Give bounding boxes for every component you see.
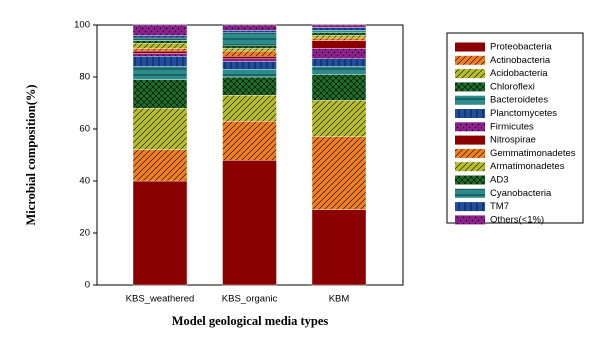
legend-label: Acidobacteria xyxy=(490,68,548,79)
bar-segment xyxy=(311,27,367,31)
bar-segment xyxy=(311,40,367,49)
bar-segment xyxy=(222,24,277,31)
bar-segment xyxy=(222,58,277,62)
bar-segment xyxy=(222,68,277,78)
bar-segment xyxy=(311,136,367,210)
bar-segment xyxy=(311,74,367,101)
legend-swatch xyxy=(455,42,485,52)
bar-segment xyxy=(311,209,367,286)
bar-segment xyxy=(222,50,277,57)
x-tick-label: KBS_organic xyxy=(222,294,278,305)
bar-segment xyxy=(311,48,367,60)
y-tick-label: 60 xyxy=(79,124,90,135)
legend-swatch xyxy=(455,188,485,198)
bar-segment xyxy=(222,76,277,96)
legend-label: Nitrospirae xyxy=(490,135,536,146)
legend-label: Gemmatimonadetes xyxy=(490,148,576,159)
legend-swatch xyxy=(455,215,485,225)
legend-swatch xyxy=(455,175,485,185)
y-tick-label: 100 xyxy=(74,20,90,31)
x-axis-label: Model geological media types xyxy=(172,314,329,328)
bar-segment xyxy=(132,40,188,44)
legend-swatch xyxy=(455,122,485,132)
y-tick-label: 80 xyxy=(79,72,90,83)
legend-label: Firmicutes xyxy=(490,121,534,132)
bar-segment xyxy=(311,66,367,75)
y-axis-label: Microbial composition(%) xyxy=(24,84,38,225)
bar-segment xyxy=(132,180,188,286)
legend-label: Bacteroidetes xyxy=(490,95,548,106)
legend-label: Cyanobacteria xyxy=(490,188,552,199)
legend-swatch xyxy=(455,55,485,65)
x-tick-label: KBS_weathered xyxy=(126,294,195,305)
bar-segment xyxy=(311,100,367,138)
legend-label: Armatimonadetes xyxy=(490,161,565,172)
legend-label: Planctomycetes xyxy=(490,108,557,119)
bar-segment xyxy=(132,79,188,109)
legend-swatch xyxy=(455,135,485,145)
bar-segment xyxy=(132,53,188,57)
legend-label: Chloroflexi xyxy=(490,81,535,92)
bar-segment xyxy=(222,45,277,49)
bar-segment xyxy=(311,30,367,34)
legend-label: Proteobacteria xyxy=(490,42,553,53)
bar-segment xyxy=(222,30,277,34)
bar-segment xyxy=(311,35,367,39)
bar-segment xyxy=(222,159,277,286)
x-tick-label: KBM xyxy=(329,294,350,305)
legend-swatch xyxy=(455,162,485,172)
bar-segment xyxy=(311,24,367,28)
bar-segment xyxy=(132,107,188,150)
bar-segment xyxy=(132,37,188,41)
bar-segment xyxy=(132,50,188,54)
bar-segment xyxy=(132,56,188,67)
legend-swatch xyxy=(455,109,485,118)
bar-segment xyxy=(132,35,188,39)
bar-segment xyxy=(222,48,277,52)
legend-label: AD3 xyxy=(490,175,508,186)
legend-label: Actinobacteria xyxy=(490,55,551,66)
bar-segment xyxy=(222,120,277,161)
bar-segment xyxy=(222,61,277,70)
bar-segment xyxy=(132,43,188,49)
legend-label: Others(<1%) xyxy=(490,214,544,225)
bar-segment xyxy=(311,37,367,41)
legend-swatch xyxy=(455,148,485,158)
y-tick-label: 40 xyxy=(79,176,90,187)
bar-segment xyxy=(132,149,188,182)
bar-segment xyxy=(311,58,367,67)
legend-swatch xyxy=(455,95,485,105)
bar-segment xyxy=(132,48,188,52)
y-tick-label: 20 xyxy=(79,228,90,239)
bar-segment xyxy=(311,32,367,36)
bar-segment xyxy=(132,66,188,80)
bar-segment xyxy=(222,32,277,46)
y-tick-label: 0 xyxy=(85,280,90,291)
legend-swatch xyxy=(455,82,485,92)
bar-segment xyxy=(222,94,277,122)
legend-swatch xyxy=(455,69,485,79)
bar-segment xyxy=(222,56,277,60)
bar-segment xyxy=(132,24,188,36)
legend-swatch xyxy=(455,202,485,212)
legend-label: TM7 xyxy=(490,201,509,212)
